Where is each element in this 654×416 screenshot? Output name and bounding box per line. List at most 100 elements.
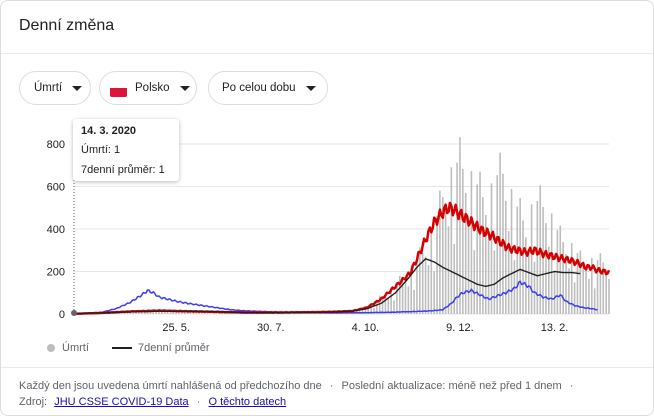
deaths-bar [398,275,401,314]
footer-bullet: · [329,380,334,392]
deaths-bar [126,312,129,314]
deaths-bar [381,296,384,314]
poland-flag-icon [110,79,127,97]
y-tick-label: 600 [47,182,65,194]
deaths-bar [166,311,169,314]
deaths-bar [464,192,467,314]
deaths-bar [591,257,593,314]
deaths-bar [550,213,553,314]
deaths-bar [459,137,461,314]
footer-source-row: Zdroj: JHU CSSE COVID-19 Data · O těchto… [19,396,286,408]
deaths-bar [312,313,315,314]
country-dropdown[interactable]: Polsko [99,71,197,105]
deaths-bar [364,308,367,314]
legend-deaths-label: Úmrtí [62,342,89,354]
deaths-bar [358,308,361,314]
deaths-bar [143,311,146,314]
deaths-bar [433,271,435,314]
deaths-bar [559,225,562,314]
legend-average: 7denní průměr [112,342,210,354]
deaths-bar [582,262,585,314]
tooltip-deaths: Úmrtí: 1 [81,144,121,156]
deaths-bar [172,312,175,314]
deaths-bar [450,167,453,314]
y-tick-label: 800 [47,139,65,151]
deaths-bar [355,309,358,314]
deaths-bar [444,208,447,314]
deaths-bar [212,312,215,314]
legend-dot-icon [47,344,55,352]
deaths-bar [565,254,567,314]
deaths-bar [401,278,404,314]
x-tick-label: 9. 12. [446,322,474,334]
deaths-bar [585,269,587,314]
deaths-bar [152,312,155,314]
deaths-bar [536,201,539,314]
deaths-bar [155,310,157,314]
x-tick-label: 4. 10. [352,322,380,334]
deaths-bar [496,175,499,314]
deaths-bar [527,249,530,314]
deaths-bar [588,278,590,314]
legend-line-icon [112,347,132,349]
footer-bullet: · [569,380,574,392]
deaths-bar [542,206,544,314]
blue-series-line [72,280,598,315]
deaths-bar [505,200,507,314]
deaths-bar [367,308,370,314]
deaths-bar [387,298,390,314]
deaths-bar [192,312,195,314]
deaths-bar [548,246,550,314]
deaths-bar [568,268,570,314]
y-tick-label: 200 [47,267,65,279]
footer-divider [1,367,653,368]
x-tick-label: 25. 5. [162,322,190,334]
source-link[interactable]: JHU CSSE COVID-19 Data [54,396,189,408]
deaths-bar [407,286,410,314]
x-tick-label: 30. 7. [257,322,285,334]
deaths-bar [132,312,134,314]
deaths-bar [562,242,564,314]
deaths-chart[interactable]: 0 200 400 600 800 25. 5. 30. 7. 4. 10. 9. 12. 13.… [1,1,653,337]
deaths-bar [456,162,458,314]
deaths-bar [493,250,496,314]
deaths-bar [482,197,484,314]
footer-source-label: Zdroj: [19,396,48,408]
deaths-bar [533,261,536,314]
deaths-bar [396,283,398,314]
deaths-bar [378,295,381,314]
deaths-bar [436,215,438,314]
deaths-bar [570,243,573,314]
deaths-bar [384,296,387,314]
legend-deaths: Úmrtí [47,342,89,354]
time-range-dropdown-label: Po celou dobu [222,82,296,94]
about-data-link[interactable]: O těchto datech [208,396,287,408]
deaths-bar [573,282,576,314]
deaths-bar [163,311,166,314]
deaths-bar [602,262,605,314]
metric-dropdown[interactable]: Úmrtí [19,71,91,105]
footer-note-row: Každý den jsou uvedena úmrtí nahlášená o… [19,380,578,392]
deaths-bar [146,311,149,314]
chart-tooltip: 14. 3. 2020 Úmrtí: 1 7denní průměr: 1 [73,119,179,181]
deaths-bar [186,311,189,314]
deaths-bar [553,270,556,314]
deaths-bar [439,190,441,314]
deaths-bar [421,252,424,314]
deaths-bar [390,287,392,314]
deaths-bar [522,220,524,314]
deaths-bar [169,310,172,314]
deaths-bar [183,311,186,314]
time-range-dropdown[interactable]: Po celou dobu [208,71,328,105]
deaths-bar [373,308,375,314]
x-tick-label: 13. 2. [541,322,569,334]
deaths-bar [525,237,527,314]
deaths-bar [599,253,602,314]
footer-bullet: · [196,396,201,408]
deaths-bar [376,299,378,314]
footer-updated: Poslední aktualizace: méně než před 1 dn… [341,380,562,392]
deaths-bar [576,252,579,314]
deaths-bar [441,197,444,314]
deaths-bar [596,260,599,314]
